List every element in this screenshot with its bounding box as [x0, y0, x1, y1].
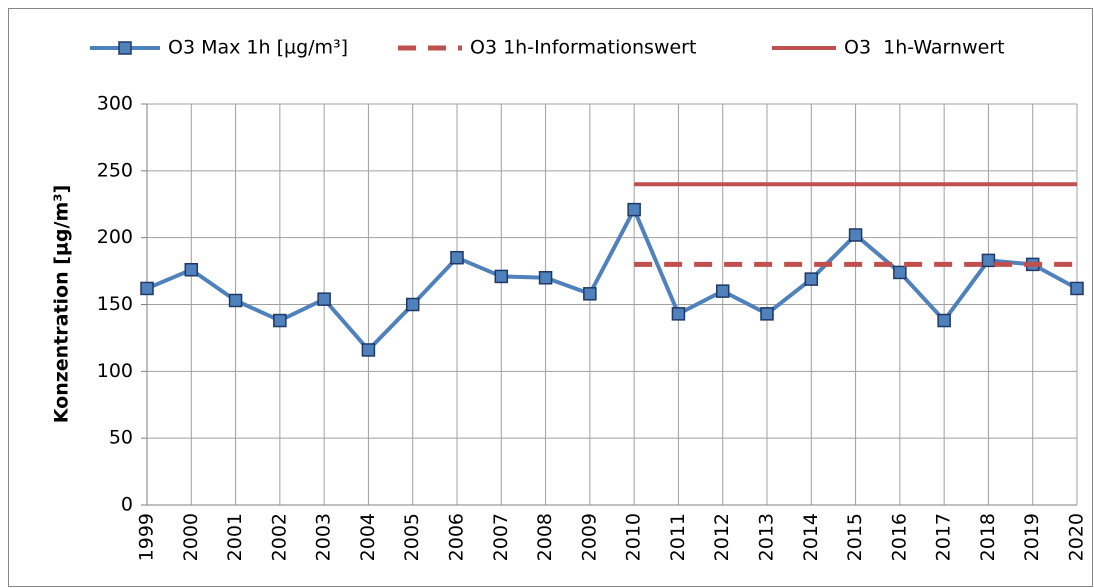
data-point: [937, 313, 951, 328]
y-tick-label: 200: [97, 226, 133, 248]
data-point: [893, 265, 907, 280]
data-point: [538, 271, 553, 285]
legend-marker: [118, 41, 132, 55]
x-tick-label: 2019: [1021, 513, 1043, 561]
y-axis-label: Konzentration [µg/m³]: [51, 185, 73, 424]
data-point: [760, 307, 774, 321]
y-tick-label: 150: [97, 293, 133, 315]
x-tick-label: 2001: [224, 513, 246, 561]
x-tick-label: 2008: [534, 513, 556, 561]
data-point: [715, 284, 730, 298]
x-tick-label: 2002: [268, 513, 290, 561]
x-tick-label: 2006: [446, 513, 468, 561]
x-tick-label: 2004: [357, 513, 379, 561]
data-point: [273, 313, 287, 328]
x-tick-label: 2013: [756, 513, 778, 561]
y-tick-label: 50: [109, 427, 133, 449]
y-tick-label: 100: [97, 360, 133, 382]
x-tick-label: 2000: [180, 513, 202, 561]
x-tick-label: 2016: [888, 513, 910, 561]
data-point: [317, 292, 331, 306]
y-tick-label: 0: [121, 494, 133, 516]
data-point: [361, 343, 376, 357]
data-point: [140, 281, 154, 296]
y-tick-label: 300: [97, 93, 133, 115]
data-point: [804, 272, 819, 286]
series-line: [146, 204, 1078, 353]
data-point: [981, 253, 996, 268]
data-point: [1070, 281, 1084, 296]
data-point: [494, 269, 509, 284]
data-point: [583, 287, 597, 301]
data-point: [228, 293, 243, 308]
legend-label: O3 Max 1h [µg/m³]: [168, 37, 348, 59]
x-tick-label: 2003: [313, 513, 335, 561]
x-tick-label: 2005: [401, 513, 423, 561]
data-point: [848, 228, 863, 242]
legend-label: O3 1h-Warnwert: [844, 37, 1005, 59]
chart-frame: [8, 8, 1093, 587]
x-tick-label: 2010: [623, 513, 645, 561]
data-point: [627, 202, 641, 217]
data-point: [184, 262, 199, 277]
data-point: [450, 250, 464, 265]
y-tick-label: 250: [97, 159, 133, 181]
x-tick-label: 2015: [844, 513, 866, 561]
x-tick-label: 2012: [711, 513, 733, 561]
x-tick-label: 2014: [800, 513, 822, 561]
x-tick-label: 2007: [490, 513, 512, 561]
x-tick-label: 2017: [933, 513, 955, 561]
data-point: [671, 307, 686, 321]
data-point: [405, 297, 420, 312]
x-tick-label: 1999: [136, 513, 158, 561]
x-tick-label: 2020: [1066, 513, 1088, 561]
x-tick-label: 2011: [667, 513, 689, 561]
x-tick-label: 2018: [977, 513, 999, 561]
legend-label: O3 1h-Informationswert: [470, 37, 696, 59]
x-tick-label: 2009: [578, 513, 600, 561]
